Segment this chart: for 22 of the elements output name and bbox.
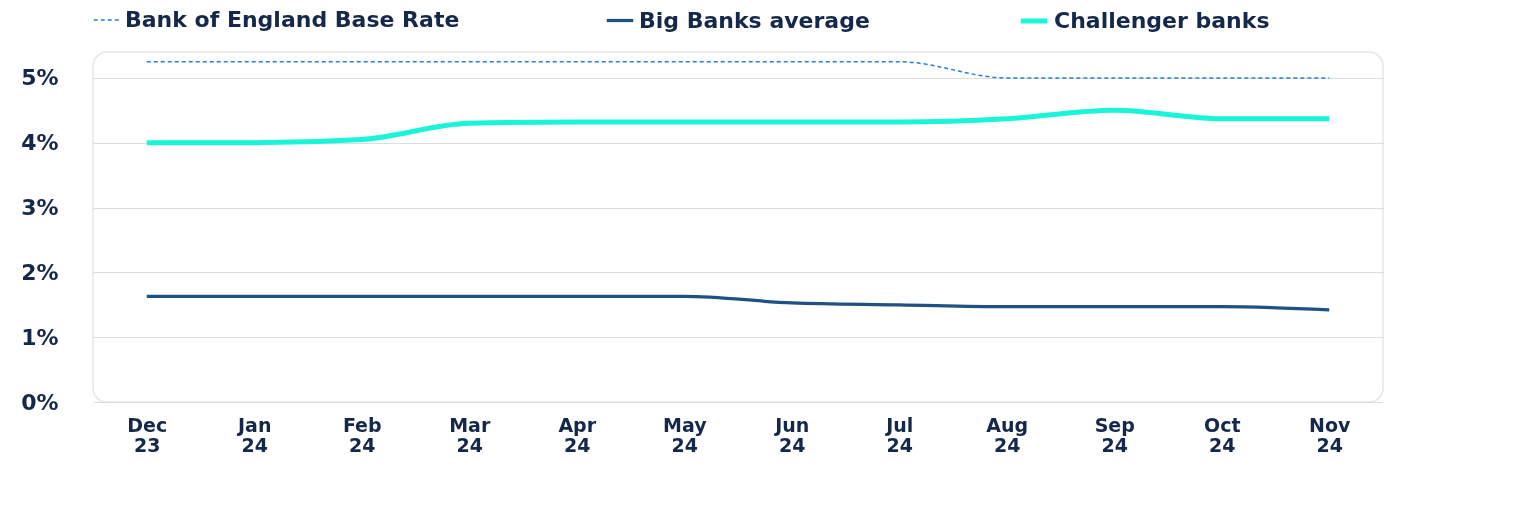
x-tick-label: May 24 xyxy=(662,413,708,456)
y-tick-label: 1% xyxy=(21,324,59,350)
y-tick-label: 5% xyxy=(21,65,59,91)
x-tick-label: Aug 24 xyxy=(986,413,1029,456)
x-tick-label: Jan 24 xyxy=(236,413,272,456)
x-tick-label: Nov 24 xyxy=(1309,413,1352,456)
x-tick-label: Feb 24 xyxy=(342,413,382,456)
y-tick-label: 0% xyxy=(21,389,59,415)
legend-label: Bank of England Base Rate xyxy=(125,7,460,32)
x-tick-label: Jun 24 xyxy=(773,413,810,456)
x-tick-label: Sep 24 xyxy=(1094,413,1135,456)
y-tick-label: 4% xyxy=(21,130,59,156)
y-tick-label: 2% xyxy=(21,259,59,285)
line-series xyxy=(145,294,1331,312)
legend-label: Challenger banks xyxy=(1054,8,1270,33)
x-tick-label: Apr 24 xyxy=(558,413,597,456)
legend-label: Big Banks average xyxy=(639,7,870,33)
x-tick-label: Dec 23 xyxy=(127,413,168,456)
x-tick-label: Mar 24 xyxy=(449,413,491,456)
x-tick-label: Jul 24 xyxy=(884,413,914,456)
x-tick-label: Oct 24 xyxy=(1204,413,1241,456)
y-tick-label: 3% xyxy=(21,195,59,221)
